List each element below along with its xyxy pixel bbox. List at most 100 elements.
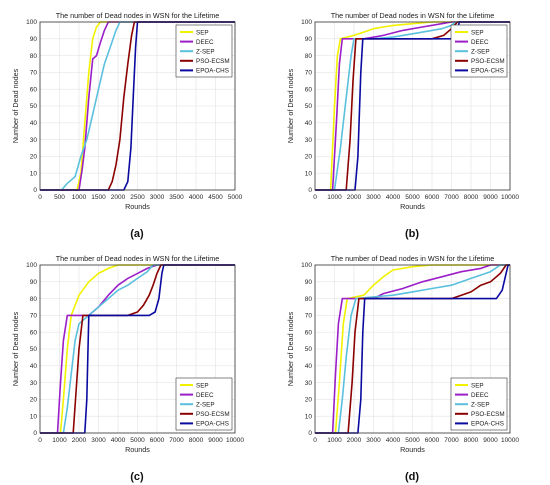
x-tick-label: 4000 <box>111 437 126 444</box>
x-tick-label: 5000 <box>405 194 420 201</box>
legend-entry: PSO-ECSM <box>471 58 505 65</box>
x-tick-label: 9000 <box>483 194 498 201</box>
axes-frame <box>314 264 511 434</box>
x-tick-label: 8000 <box>189 437 204 444</box>
chart-title: The number of Dead nodes in WSN for the … <box>331 11 494 20</box>
x-axis-label: Rounds <box>125 202 150 211</box>
x-tick-label: 4000 <box>386 194 401 201</box>
series-line-pso-ecsm <box>40 21 235 191</box>
legend-entry: PSO-ECSM <box>196 58 230 65</box>
y-tick-label: 40 <box>305 120 313 127</box>
x-tick-label: 2000 <box>72 437 87 444</box>
series-line-sep <box>40 21 235 191</box>
x-tick-label: 10000 <box>501 194 519 201</box>
x-tick-label: 2000 <box>347 194 362 201</box>
chart-panel: 0 1000 2000 3000 4000 5000 6000 7000 8000 9000 100… <box>11 254 244 483</box>
x-tick-label: 5000 <box>130 437 145 444</box>
y-tick-label: 40 <box>305 363 313 370</box>
legend-entry: Z-SEP <box>471 402 490 409</box>
x-tick-label: 9000 <box>483 437 498 444</box>
y-tick-label: 60 <box>305 329 313 336</box>
x-tick-label: 1000 <box>52 437 67 444</box>
y-tick-label: 100 <box>26 19 37 26</box>
x-tick-label: 0 <box>38 194 42 201</box>
y-tick-label: 30 <box>305 137 313 144</box>
x-tick-label: 8000 <box>464 194 479 201</box>
x-tick-label: 6000 <box>150 437 165 444</box>
y-tick-label: 0 <box>33 430 37 437</box>
legend-entry: DEEC <box>196 39 214 46</box>
chart-panel: 0 1000 2000 3000 4000 5000 6000 7000 8000 9000 100… <box>286 11 519 240</box>
x-tick-label: 1000 <box>72 194 87 201</box>
series-line-deec <box>315 264 510 434</box>
y-tick-label: 20 <box>30 397 38 404</box>
legend-entry: SEP <box>471 29 484 36</box>
series-line-sep <box>315 21 510 191</box>
series-line-z-sep <box>40 21 235 191</box>
x-tick-label: 4000 <box>386 437 401 444</box>
chart-title: The number of Dead nodes in WSN for the … <box>56 254 219 263</box>
x-tick-label: 6000 <box>425 194 440 201</box>
y-tick-label: 80 <box>30 296 38 303</box>
legend-entry: DEEC <box>471 392 489 399</box>
y-tick-label: 30 <box>30 137 38 144</box>
y-tick-label: 60 <box>30 329 38 336</box>
legend-entry: DEEC <box>471 39 489 46</box>
series-line-epoa-chs <box>315 264 510 434</box>
axes-frame <box>39 264 236 434</box>
x-tick-label: 7000 <box>444 194 459 201</box>
series-line-epoa-chs <box>40 264 235 434</box>
y-axis-label: Number of Dead nodes <box>286 311 295 386</box>
panel-label: (b) <box>405 228 419 240</box>
panel-label: (a) <box>130 228 144 240</box>
x-axis-label: Rounds <box>400 445 425 454</box>
y-axis-label: Number of Dead nodes <box>11 311 20 386</box>
y-tick-label: 80 <box>305 296 313 303</box>
legend-entry: EPOA-CHS <box>471 421 504 428</box>
x-tick-label: 3000 <box>366 194 381 201</box>
legend: SEP DEEC Z-SEP PSO-ECSM EPOA-CHS <box>175 377 233 431</box>
y-tick-label: 0 <box>308 430 312 437</box>
series-line-z-sep <box>315 21 510 191</box>
chart-title: The number of Dead nodes in WSN for the … <box>56 11 219 20</box>
legend: SEP DEEC Z-SEP PSO-ECSM EPOA-CHS <box>450 377 508 431</box>
y-tick-label: 10 <box>305 413 313 420</box>
y-tick-label: 100 <box>301 19 312 26</box>
x-tick-label: 2000 <box>111 194 126 201</box>
y-tick-label: 10 <box>30 170 38 177</box>
x-axis-label: Rounds <box>400 202 425 211</box>
legend-entry: SEP <box>471 382 484 389</box>
x-tick-label: 4500 <box>208 194 223 201</box>
x-tick-label: 7000 <box>169 437 184 444</box>
y-tick-label: 40 <box>30 120 38 127</box>
legend-entry: Z-SEP <box>471 49 490 56</box>
y-tick-label: 20 <box>305 154 313 161</box>
x-tick-label: 4000 <box>189 194 204 201</box>
y-tick-label: 100 <box>301 262 312 269</box>
x-tick-label: 7000 <box>444 437 459 444</box>
legend-entry: EPOA-CHS <box>196 68 229 75</box>
y-tick-label: 70 <box>30 313 38 320</box>
x-tick-label: 3000 <box>150 194 165 201</box>
x-axis-label: Rounds <box>125 445 150 454</box>
axes-frame <box>39 21 236 191</box>
y-tick-label: 0 <box>33 187 37 194</box>
series-line-z-sep <box>40 264 235 434</box>
x-tick-label: 6000 <box>425 437 440 444</box>
legend-entry: PSO-ECSM <box>196 411 230 418</box>
y-tick-label: 30 <box>30 380 38 387</box>
chart-panel: 0 1000 2000 3000 4000 5000 6000 7000 8000 9000 100… <box>286 254 519 483</box>
y-tick-label: 80 <box>305 53 313 60</box>
y-tick-label: 20 <box>30 154 38 161</box>
x-tick-label: 1000 <box>327 437 342 444</box>
x-tick-label: 2500 <box>130 194 145 201</box>
y-tick-label: 60 <box>30 86 38 93</box>
y-tick-label: 90 <box>305 279 313 286</box>
x-tick-label: 1000 <box>327 194 342 201</box>
panel-label: (c) <box>130 471 144 483</box>
y-tick-label: 90 <box>30 279 38 286</box>
series-line-pso-ecsm <box>315 264 510 434</box>
y-tick-label: 40 <box>30 363 38 370</box>
series-line-sep <box>40 264 235 434</box>
panel-label: (d) <box>405 471 419 483</box>
